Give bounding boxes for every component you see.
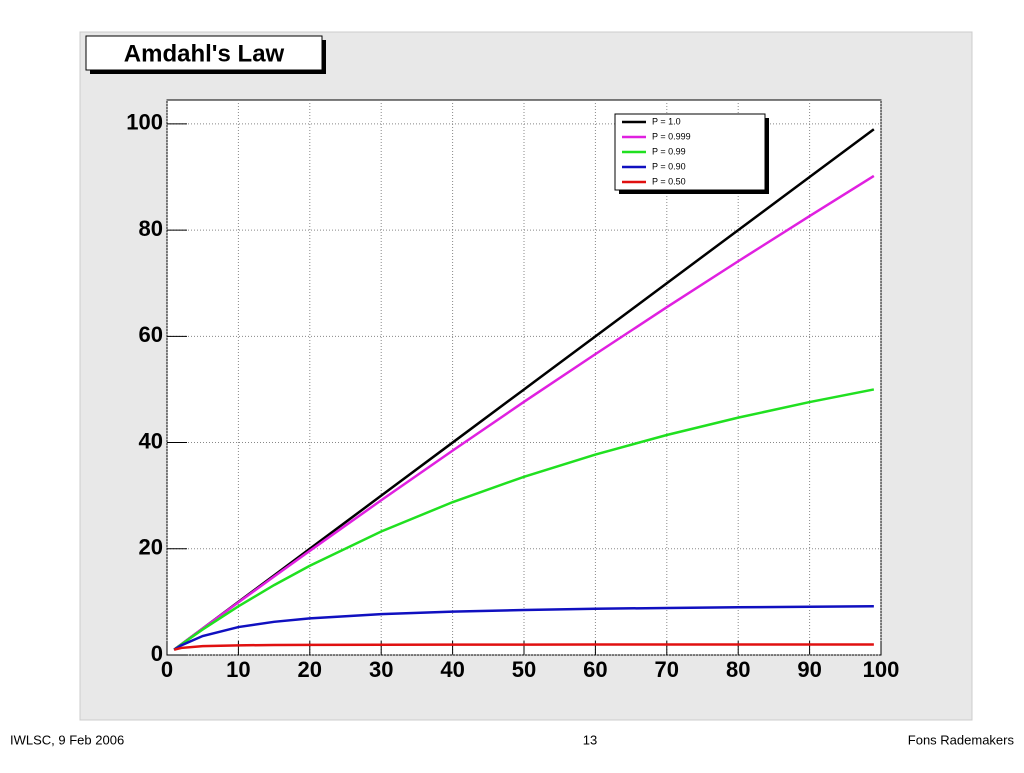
footer-center: 13 bbox=[583, 732, 597, 747]
x-tick-label: 60 bbox=[583, 657, 607, 682]
x-tick-label: 40 bbox=[440, 657, 464, 682]
series-line bbox=[173, 643, 874, 651]
footer-right: Fons Rademakers bbox=[908, 732, 1015, 747]
x-tick-label: 0 bbox=[161, 657, 173, 682]
x-tick-label: 90 bbox=[797, 657, 821, 682]
series-line bbox=[173, 605, 874, 651]
y-tick-label: 100 bbox=[126, 110, 163, 135]
y-tick-label: 80 bbox=[139, 216, 163, 241]
legend-label: P = 0.999 bbox=[652, 131, 691, 141]
footer-left: IWLSC, 9 Feb 2006 bbox=[10, 732, 124, 747]
chart-title: Amdahl's Law bbox=[124, 40, 285, 67]
x-tick-label: 30 bbox=[369, 657, 393, 682]
legend-label: P = 0.50 bbox=[652, 176, 686, 186]
x-tick-label: 100 bbox=[863, 657, 900, 682]
title-box bbox=[85, 35, 323, 71]
x-tick-label: 80 bbox=[726, 657, 750, 682]
x-tick-label: 70 bbox=[655, 657, 679, 682]
series-line bbox=[173, 388, 875, 651]
y-tick-label: 40 bbox=[139, 428, 163, 453]
x-tick-label: 10 bbox=[226, 657, 250, 682]
legend-label: P = 0.99 bbox=[652, 146, 686, 156]
y-tick-label: 60 bbox=[139, 322, 163, 347]
legend-label: P = 0.90 bbox=[652, 161, 686, 171]
x-tick-label: 50 bbox=[512, 657, 536, 682]
y-tick-label: 20 bbox=[139, 535, 163, 560]
y-tick-label: 0 bbox=[151, 641, 163, 666]
x-tick-label: 20 bbox=[298, 657, 322, 682]
legend-label: P = 1.0 bbox=[652, 116, 681, 126]
